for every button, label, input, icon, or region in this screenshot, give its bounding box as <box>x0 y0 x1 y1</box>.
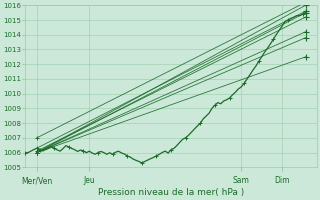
X-axis label: Pression niveau de la mer( hPa ): Pression niveau de la mer( hPa ) <box>98 188 244 197</box>
